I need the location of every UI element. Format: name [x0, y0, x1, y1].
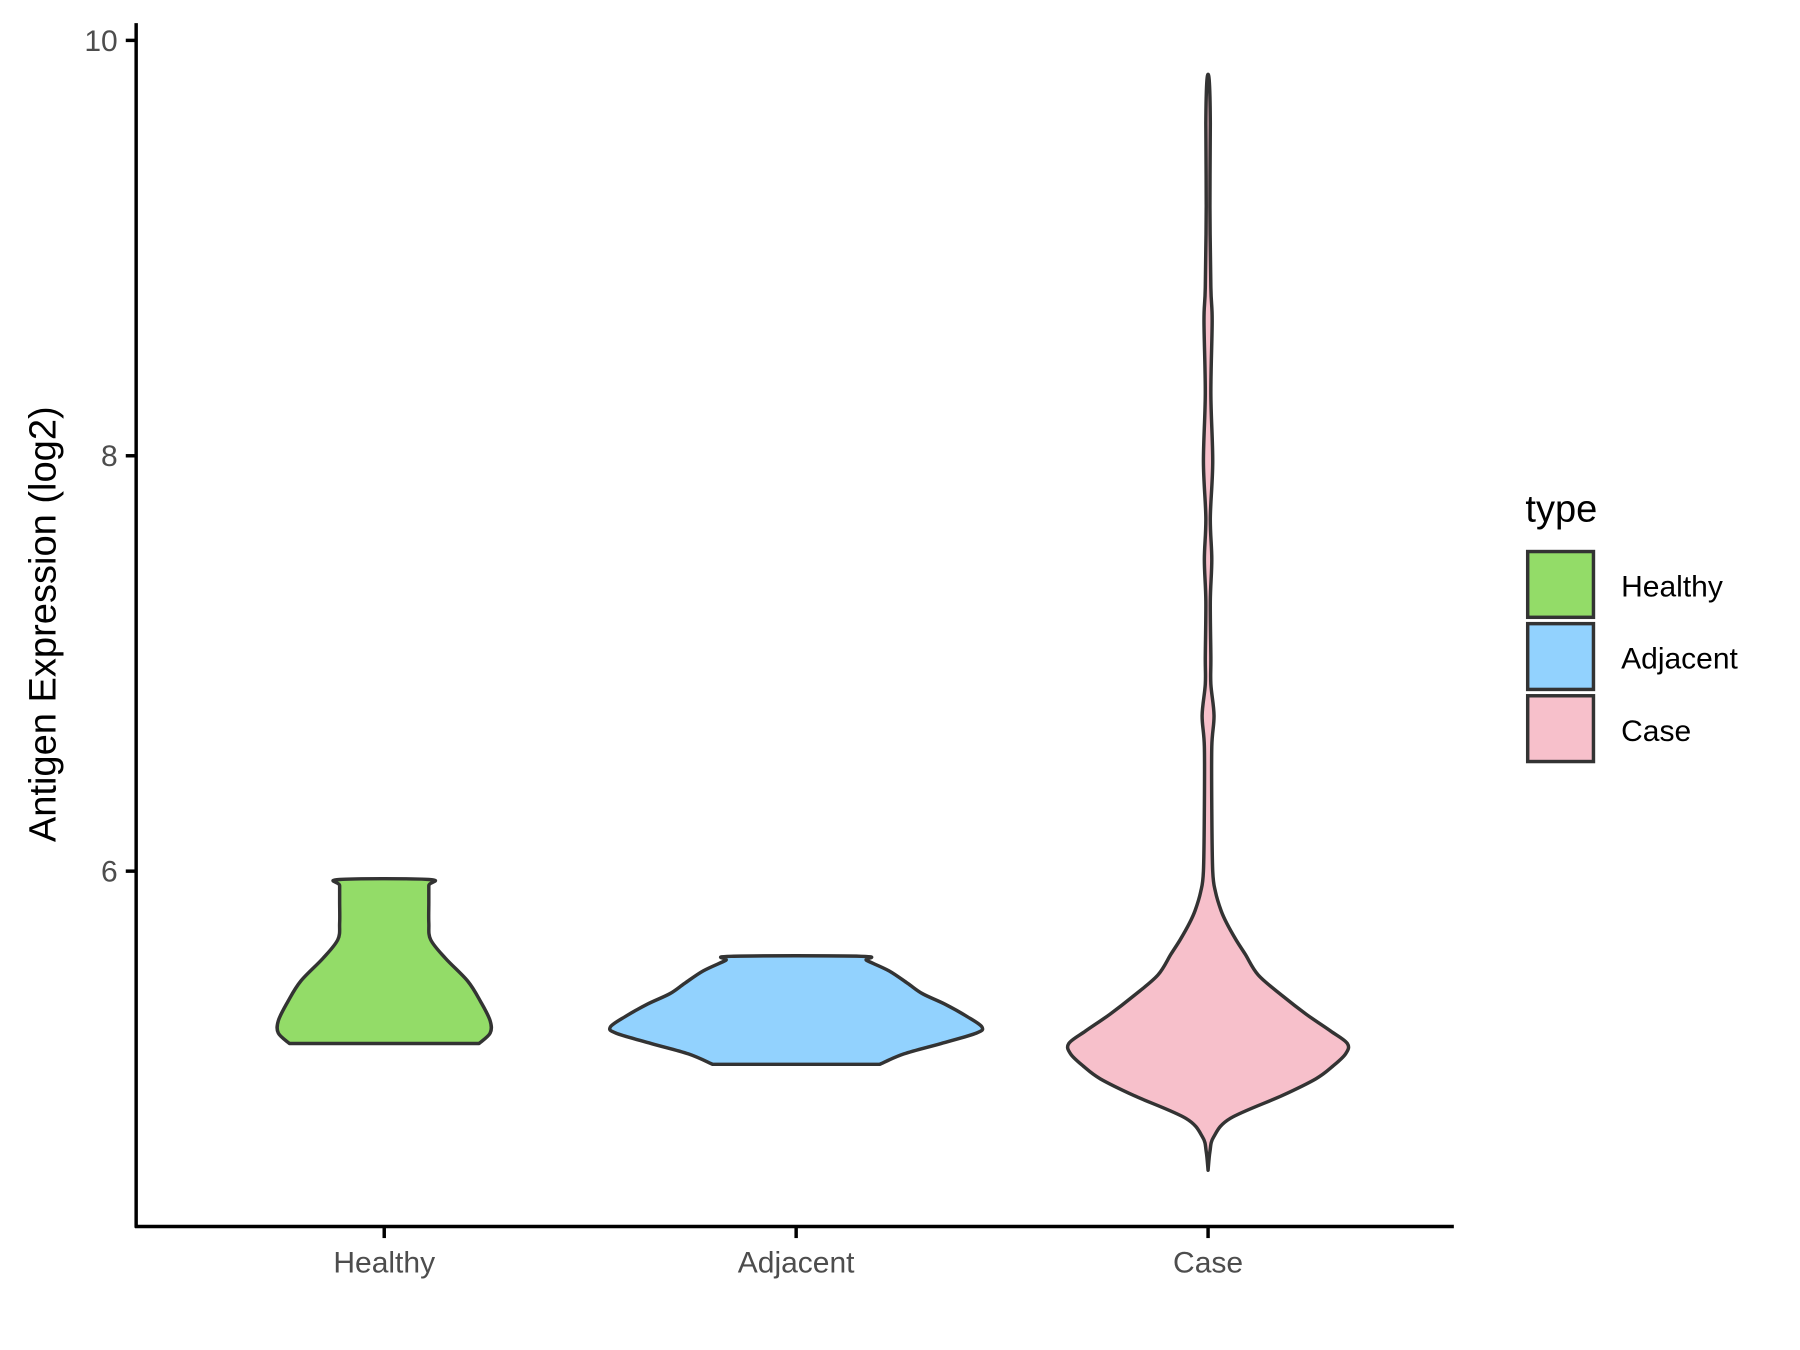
y-tick-label: 6 [101, 856, 118, 889]
y-axis-title: Antigen Expression (log2) [22, 406, 64, 842]
x-tick-label: Case [1173, 1247, 1243, 1280]
violins [275, 72, 1351, 1172]
violin-adjacent [607, 954, 985, 1067]
x-tick-label: Healthy [333, 1247, 435, 1280]
y-tick-label: 8 [101, 440, 118, 473]
legend-title: type [1525, 489, 1597, 531]
legend: type Healthy Adjacent Case [1525, 489, 1739, 764]
x-tick-label: Adjacent [738, 1247, 855, 1280]
legend-label: Healthy [1621, 571, 1723, 604]
y-tick-label: 10 [84, 25, 117, 58]
violin-healthy [275, 876, 494, 1046]
y-ticks: 6 8 10 [84, 25, 137, 889]
x-ticks: Healthy Adjacent Case [333, 1226, 1243, 1280]
legend-label: Adjacent [1621, 643, 1738, 676]
legend-key-healthy [1525, 549, 1596, 620]
violin-case [1065, 72, 1351, 1172]
legend-label: Case [1621, 715, 1691, 748]
legend-key-case [1525, 694, 1596, 764]
legend-key-adjacent [1525, 621, 1596, 692]
